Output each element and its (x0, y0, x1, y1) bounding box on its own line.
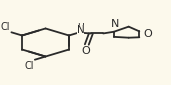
Text: Cl: Cl (1, 22, 10, 32)
Text: O: O (143, 29, 152, 39)
Text: Cl: Cl (24, 61, 34, 71)
Text: O: O (82, 46, 90, 56)
Text: H: H (77, 23, 84, 32)
Text: N: N (110, 19, 119, 29)
Text: N: N (77, 26, 84, 35)
